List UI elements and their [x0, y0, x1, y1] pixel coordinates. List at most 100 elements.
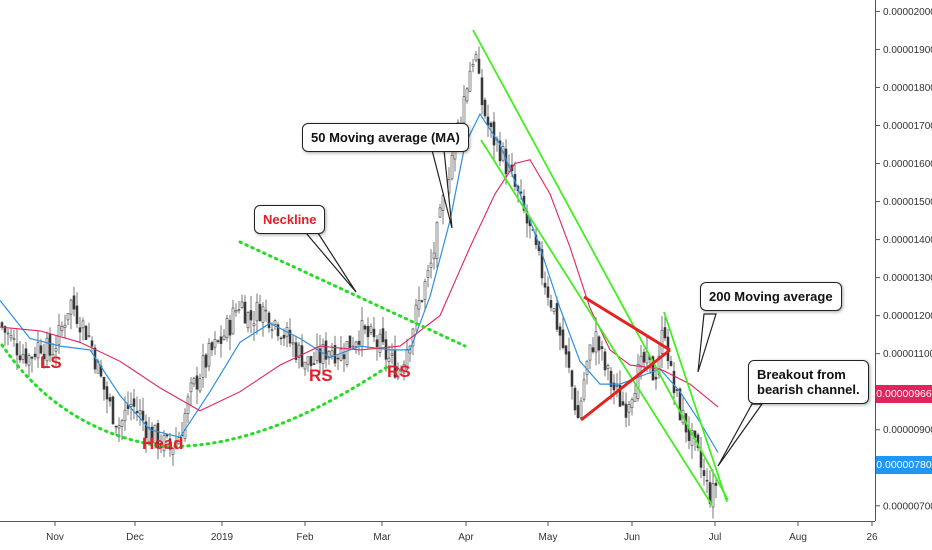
- candle-body: [105, 386, 109, 400]
- candle-body: [225, 318, 229, 339]
- candle-body: [468, 70, 472, 92]
- rs-label-1: RS: [309, 366, 333, 385]
- candlestick-series: [0, 46, 718, 519]
- ma200-line: [0, 159, 719, 412]
- ma200-callout-text: 200 Moving average: [709, 289, 833, 304]
- candle-body: [210, 342, 214, 351]
- candle-body: [351, 345, 355, 348]
- candle-body: [240, 301, 244, 309]
- candle-body: [108, 397, 112, 402]
- candle-body: [405, 348, 409, 370]
- candle-body: [462, 96, 466, 124]
- y-tick-label: 0.00001600: [883, 159, 932, 170]
- candle-body: [354, 341, 358, 347]
- candle-body: [78, 327, 82, 333]
- candle-body: [270, 329, 274, 332]
- candle-body: [369, 326, 373, 333]
- candle-body: [363, 325, 367, 330]
- candle-body: [144, 421, 148, 439]
- candle-body: [192, 378, 196, 385]
- candle-body: [279, 337, 283, 340]
- candle-body: [432, 252, 436, 260]
- candle-body: [258, 304, 262, 322]
- y-tick-label: 0.00000700: [883, 501, 932, 512]
- candle-body: [216, 340, 220, 342]
- candle-body: [168, 438, 172, 450]
- candle-body: [621, 401, 625, 406]
- candle-body: [399, 368, 403, 372]
- candle-body: [360, 320, 364, 348]
- candle-body: [60, 326, 64, 331]
- candle-body: [564, 345, 568, 355]
- candle-body: [591, 347, 595, 353]
- candle-body: [567, 351, 571, 368]
- candle-body: [618, 385, 622, 407]
- candle-body: [135, 411, 139, 413]
- candle-body: [30, 356, 34, 359]
- candle-body: [423, 281, 427, 300]
- candle-body: [612, 382, 616, 391]
- ma200-callout: 200 Moving average: [700, 282, 842, 311]
- candle-body: [207, 342, 211, 367]
- candle-body: [36, 342, 40, 359]
- candle-body: [324, 340, 328, 360]
- candle-body: [393, 350, 397, 378]
- candle-body: [303, 361, 307, 370]
- candle-body: [66, 313, 70, 321]
- candle-body: [372, 328, 376, 338]
- candle-body: [69, 299, 73, 315]
- candle-body: [243, 301, 247, 324]
- ma50-line: [0, 112, 719, 453]
- y-tick-label: 0.00001300: [883, 273, 932, 284]
- y-tick-label: 0.00001400: [883, 235, 932, 246]
- x-tick-label: Mar: [373, 532, 391, 543]
- candle-body: [330, 350, 334, 357]
- candle-body: [75, 305, 79, 325]
- candle-body: [606, 365, 610, 370]
- candle-body: [381, 328, 385, 343]
- candle-body: [141, 410, 145, 421]
- breakout-callout: Breakout from bearish channel.: [748, 360, 869, 404]
- candle-body: [222, 335, 226, 340]
- candle-body: [81, 320, 85, 329]
- x-tick-label: Jul: [709, 532, 722, 543]
- candle-body: [129, 404, 133, 407]
- candle-body: [249, 310, 253, 321]
- ma50-callout-text: 50 Moving average (MA): [311, 130, 460, 145]
- candle-body: [264, 309, 268, 312]
- candle-body: [12, 338, 16, 340]
- candle-body: [318, 348, 322, 364]
- candle-body: [489, 122, 493, 128]
- neckline: [238, 240, 467, 348]
- candle-body: [300, 345, 304, 367]
- candle-body: [378, 333, 382, 353]
- candle-body: [600, 346, 604, 350]
- candle-body: [213, 338, 217, 348]
- current-ma200-price-tag: 0.00000966: [876, 385, 932, 403]
- candle-body: [660, 329, 664, 354]
- candle-body: [0, 322, 4, 327]
- candle-body: [57, 324, 61, 345]
- candle-body: [156, 423, 160, 449]
- candle-body: [345, 341, 349, 365]
- candle-body: [615, 385, 619, 387]
- candle-body: [42, 353, 46, 360]
- candle-body: [573, 387, 577, 411]
- candle-body: [483, 99, 487, 117]
- candle-body: [15, 343, 19, 356]
- candle-body: [486, 116, 490, 126]
- candle-body: [540, 249, 544, 279]
- candle-body: [711, 483, 715, 508]
- candle-body: [477, 58, 481, 74]
- candle-body: [90, 340, 94, 347]
- candle-body: [267, 312, 271, 329]
- candle-body: [657, 355, 661, 376]
- candle-body: [117, 425, 121, 429]
- x-tick-label: Jun: [624, 532, 640, 543]
- candle-body: [624, 403, 628, 418]
- candle-body: [87, 335, 91, 337]
- candle-body: [558, 326, 562, 336]
- candle-body: [27, 355, 31, 366]
- candle-body: [294, 342, 298, 360]
- candle-body: [708, 482, 712, 504]
